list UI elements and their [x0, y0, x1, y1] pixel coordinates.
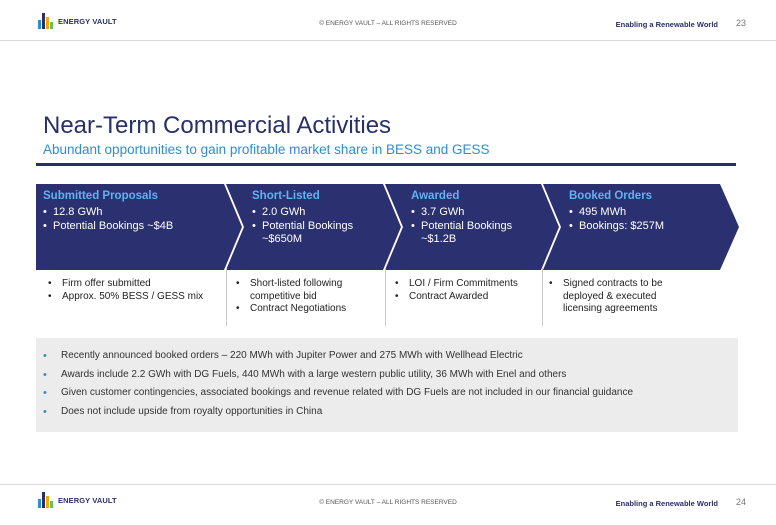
logo-text: ENERGY VAULT: [58, 16, 117, 26]
page-number: 24: [735, 497, 746, 507]
details-booked: Signed contracts to be deployed & execut…: [549, 278, 679, 316]
notes-box: Recently announced booked orders – 220 M…: [36, 338, 738, 432]
logo-bars-icon: [38, 13, 54, 29]
details-submitted: Firm offer submitted Approx. 50% BESS / …: [48, 278, 218, 303]
stage-awarded: Awarded 3.7 GWh Potential Bookings ~$1.2…: [411, 190, 539, 247]
stage-bullet: Bookings: $257M: [569, 220, 709, 234]
column-divider: [542, 268, 543, 326]
stage-short-listed: Short-Listed 2.0 GWh Potential Bookings …: [252, 190, 382, 247]
note-item: Recently announced booked orders – 220 M…: [43, 347, 738, 366]
stage-bullet: Potential Bookings ~$650M: [252, 220, 382, 247]
stage-title: Awarded: [411, 190, 460, 202]
stage-title: Submitted Proposals: [43, 190, 159, 202]
stage-bullet: 3.7 GWh: [411, 206, 539, 220]
logo-bars-icon: [38, 492, 54, 508]
energy-vault-logo: ENERGY VAULT: [38, 492, 117, 508]
tagline-text: Enabling a Renewable World: [615, 20, 718, 29]
detail-item: Approx. 50% BESS / GESS mix: [48, 291, 218, 304]
stage-bullet: 495 MWh: [569, 206, 709, 220]
page-footer-strip: ENERGY VAULT © ENERGY VAULT – ALL RIGHTS…: [0, 484, 776, 525]
stage-booked: Booked Orders 495 MWh Bookings: $257M: [569, 190, 709, 233]
detail-item: Short-listed following competitive bid: [236, 278, 376, 303]
stage-title: Short-Listed: [252, 190, 320, 202]
stage-submitted: Submitted Proposals 12.8 GWh Potential B…: [43, 190, 218, 233]
slide-title: Near-Term Commercial Activities: [43, 112, 392, 139]
detail-item: Contract Negotiations: [236, 303, 376, 316]
details-awarded: LOI / Firm Commitments Contract Awarded: [395, 278, 535, 303]
column-divider: [385, 268, 386, 326]
column-divider: [226, 268, 227, 326]
stage-title: Booked Orders: [569, 190, 653, 202]
stage-bullet: 2.0 GWh: [252, 206, 382, 220]
detail-item: Firm offer submitted: [48, 278, 218, 291]
detail-item: Contract Awarded: [395, 291, 535, 304]
details-short-listed: Short-listed following competitive bid C…: [236, 278, 376, 316]
stage-bullet: 12.8 GWh: [43, 206, 218, 220]
detail-item: Signed contracts to be deployed & execut…: [549, 278, 679, 316]
logo-text: ENERGY VAULT: [58, 495, 117, 505]
stage-bullet: Potential Bookings ~$4B: [43, 220, 218, 234]
note-item: Awards include 2.2 GWh with DG Fuels, 44…: [43, 366, 738, 385]
stage-bullet: Potential Bookings ~$1.2B: [411, 220, 539, 247]
title-divider: [36, 163, 736, 166]
detail-item: LOI / Firm Commitments: [395, 278, 535, 291]
page-number: 23: [735, 18, 746, 28]
slide-subtitle: Abundant opportunities to gain profitabl…: [43, 142, 490, 157]
copyright-text: © ENERGY VAULT – ALL RIGHTS RESERVED: [319, 20, 457, 27]
tagline-text: Enabling a Renewable World: [615, 499, 718, 508]
page-header-strip: ENERGY VAULT © ENERGY VAULT – ALL RIGHTS…: [0, 0, 776, 41]
energy-vault-logo: ENERGY VAULT: [38, 13, 117, 29]
copyright-text: © ENERGY VAULT – ALL RIGHTS RESERVED: [319, 499, 457, 506]
note-item: Given customer contingencies, associated…: [43, 384, 738, 403]
note-item: Does not include upside from royalty opp…: [43, 403, 738, 422]
